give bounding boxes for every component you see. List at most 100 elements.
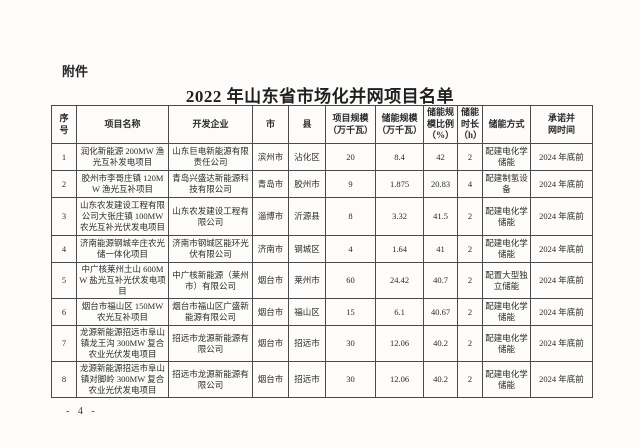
table-cell: 41.5: [423, 197, 458, 237]
table-cell: 20: [325, 143, 376, 172]
table-cell: 8.4: [375, 143, 424, 172]
column-header: 承诺并 网时间: [530, 104, 593, 145]
table-cell: 2: [457, 143, 483, 172]
table-cell: 中广核新能源（莱州市）有限公司: [168, 262, 253, 300]
table-cell: 配建制氢设备: [482, 170, 531, 199]
table-cell: 40.7: [423, 262, 458, 300]
column-header: 县: [288, 104, 326, 145]
table-cell: 40.2: [423, 361, 458, 399]
table-cell: 烟台市福山区广盛新能源有限公司: [168, 298, 253, 327]
table-cell: 2: [457, 235, 483, 264]
table-cell: 莱州市: [288, 262, 326, 300]
table-cell: 2: [457, 298, 483, 327]
table-cell: 4: [457, 170, 483, 199]
table-cell: 配建电化学储能: [482, 361, 531, 399]
table-cell: 胶州市李哥庄镇 120MW 渔光互补项目: [76, 170, 169, 199]
project-table: 序 号项目名称 开发企业市县项目规模 （万千瓦） 储能规模 （万千瓦） 储能规 模比例…: [51, 104, 593, 399]
table-cell: 40.2: [423, 325, 458, 363]
table-cell: 配建电化学储能: [482, 143, 531, 172]
table-cell: 20.83: [423, 170, 458, 199]
table-cell: 9: [325, 170, 376, 199]
table-cell: 1.64: [375, 235, 424, 264]
table-cell: 8: [51, 361, 77, 399]
table-cell: 山东巨电新能源有限责任公司: [168, 143, 253, 172]
column-header: 开发企业: [168, 104, 253, 145]
table-cell: 烟台市: [252, 361, 289, 399]
table-cell: 2: [457, 262, 483, 300]
table-cell: 青岛市: [252, 170, 289, 199]
table-cell: 山东农发建设工程有限公司大张庄镇 100MW 农光互补光伏发电项目: [76, 197, 169, 237]
column-header: 项目规模 （万千瓦）: [325, 104, 376, 145]
table-cell: 2024 年底前: [530, 262, 593, 300]
table-cell: 2024 年底前: [530, 298, 593, 327]
table-cell: 60: [325, 262, 376, 300]
column-header: 储能规模 （万千瓦）: [375, 104, 424, 145]
table-cell: 润化新能源 200MW 渔光互补发电项目: [76, 143, 169, 172]
table-cell: 烟台市: [252, 298, 289, 327]
table-header-row: 序 号项目名称 开发企业市县项目规模 （万千瓦） 储能规模 （万千瓦） 储能规 模比例…: [51, 104, 593, 145]
column-header: 项目名称: [76, 104, 169, 145]
attachment-label: 附件: [62, 64, 89, 79]
table-cell: 15: [325, 298, 376, 327]
table-cell: 配建电化学储能: [482, 325, 531, 363]
column-header: 储能规 模比例 （%）: [423, 104, 458, 145]
table-cell: 6.1: [375, 298, 424, 327]
table-row: 8 龙源新能源招远市阜山镇对脚岭 300MW 复合农业光伏发电项目 招远市龙源新能源…: [51, 361, 593, 399]
table-cell: 2024 年底前: [530, 235, 593, 264]
column-header: 储能方式: [482, 104, 531, 145]
table-cell: 2024 年底前: [530, 143, 593, 172]
table-row: 5 中广核莱州土山 600MW 盐光互补光伏发电项目 中广核新能源（莱州市）有限公司…: [51, 262, 593, 300]
table-cell: 2024 年底前: [530, 361, 593, 399]
table-cell: 2024 年底前: [530, 325, 593, 363]
column-header: 序 号: [51, 104, 77, 145]
table-cell: 招远市龙源新能源有限公司: [168, 325, 253, 363]
table-cell: 招远市: [288, 325, 326, 363]
table-cell: 钢城区: [288, 235, 326, 264]
table-cell: 41: [423, 235, 458, 264]
table-cell: 3: [51, 197, 77, 237]
table-cell: 12.06: [375, 361, 424, 399]
table-cell: 龙源新能源招远市阜山镇对脚岭 300MW 复合农业光伏发电项目: [76, 361, 169, 399]
table-cell: 烟台市: [252, 262, 289, 300]
table-cell: 沂源县: [288, 197, 326, 237]
table-cell: 福山区: [288, 298, 326, 327]
table-row: 3 山东农发建设工程有限公司大张庄镇 100MW 农光互补光伏发电项目 山东农发建设…: [51, 197, 593, 237]
table-cell: 4: [325, 235, 376, 264]
table-cell: 招远市: [288, 361, 326, 399]
column-header: 市: [252, 104, 289, 145]
table-cell: 配建电化学储能: [482, 298, 531, 327]
table-cell: 4: [51, 235, 77, 264]
table-cell: 2: [457, 361, 483, 399]
table-cell: 配置大型独立储能: [482, 262, 531, 300]
table-cell: 7: [51, 325, 77, 363]
table-cell: 济南市: [252, 235, 289, 264]
table-cell: 42: [423, 143, 458, 172]
table-cell: 3.32: [375, 197, 424, 237]
table-cell: 青岛兴盛达新能源科技有限公司: [168, 170, 253, 199]
table-cell: 8: [325, 197, 376, 237]
table-cell: 30: [325, 361, 376, 399]
table-cell: 2: [51, 170, 77, 199]
table-cell: 40.67: [423, 298, 458, 327]
column-header: 储能 时长 （h）: [457, 104, 483, 145]
table-cell: 2024 年底前: [530, 170, 593, 199]
table-row: 2 胶州市李哥庄镇 120MW 渔光互补项目 青岛兴盛达新能源科技有限公司 青岛市 胶州…: [51, 170, 593, 199]
table-row: 1 润化新能源 200MW 渔光互补发电项目 山东巨电新能源有限责任公司 滨州市 沾化区…: [51, 143, 593, 172]
table-cell: 1: [51, 143, 77, 172]
page-number: - 4 -: [66, 406, 98, 417]
table-cell: 配建电化学储能: [482, 235, 531, 264]
table-row: 4 济南能源钢城辛庄农光储一体化项目 济南市钢城区能环光伏有限公司 济南市 钢城区 4 1.…: [51, 235, 593, 264]
table-cell: 24.42: [375, 262, 424, 300]
table-cell: 1.875: [375, 170, 424, 199]
table-cell: 山东农发建设工程有限公司: [168, 197, 253, 237]
table-cell: 配建电化学储能: [482, 197, 531, 237]
table-cell: 2: [457, 197, 483, 237]
table-cell: 龙源新能源招远市阜山镇龙王沟 300MW 复合农业光伏发电项目: [76, 325, 169, 363]
project-table-body: 1 润化新能源 200MW 渔光互补发电项目 山东巨电新能源有限责任公司 滨州市 沾化区…: [51, 143, 593, 399]
table-cell: 12.06: [375, 325, 424, 363]
page-title: 2022 年山东省市场化并网项目名单: [185, 87, 455, 106]
table-cell: 济南市钢城区能环光伏有限公司: [168, 235, 253, 264]
table-cell: 烟台市: [252, 325, 289, 363]
table-cell: 胶州市: [288, 170, 326, 199]
